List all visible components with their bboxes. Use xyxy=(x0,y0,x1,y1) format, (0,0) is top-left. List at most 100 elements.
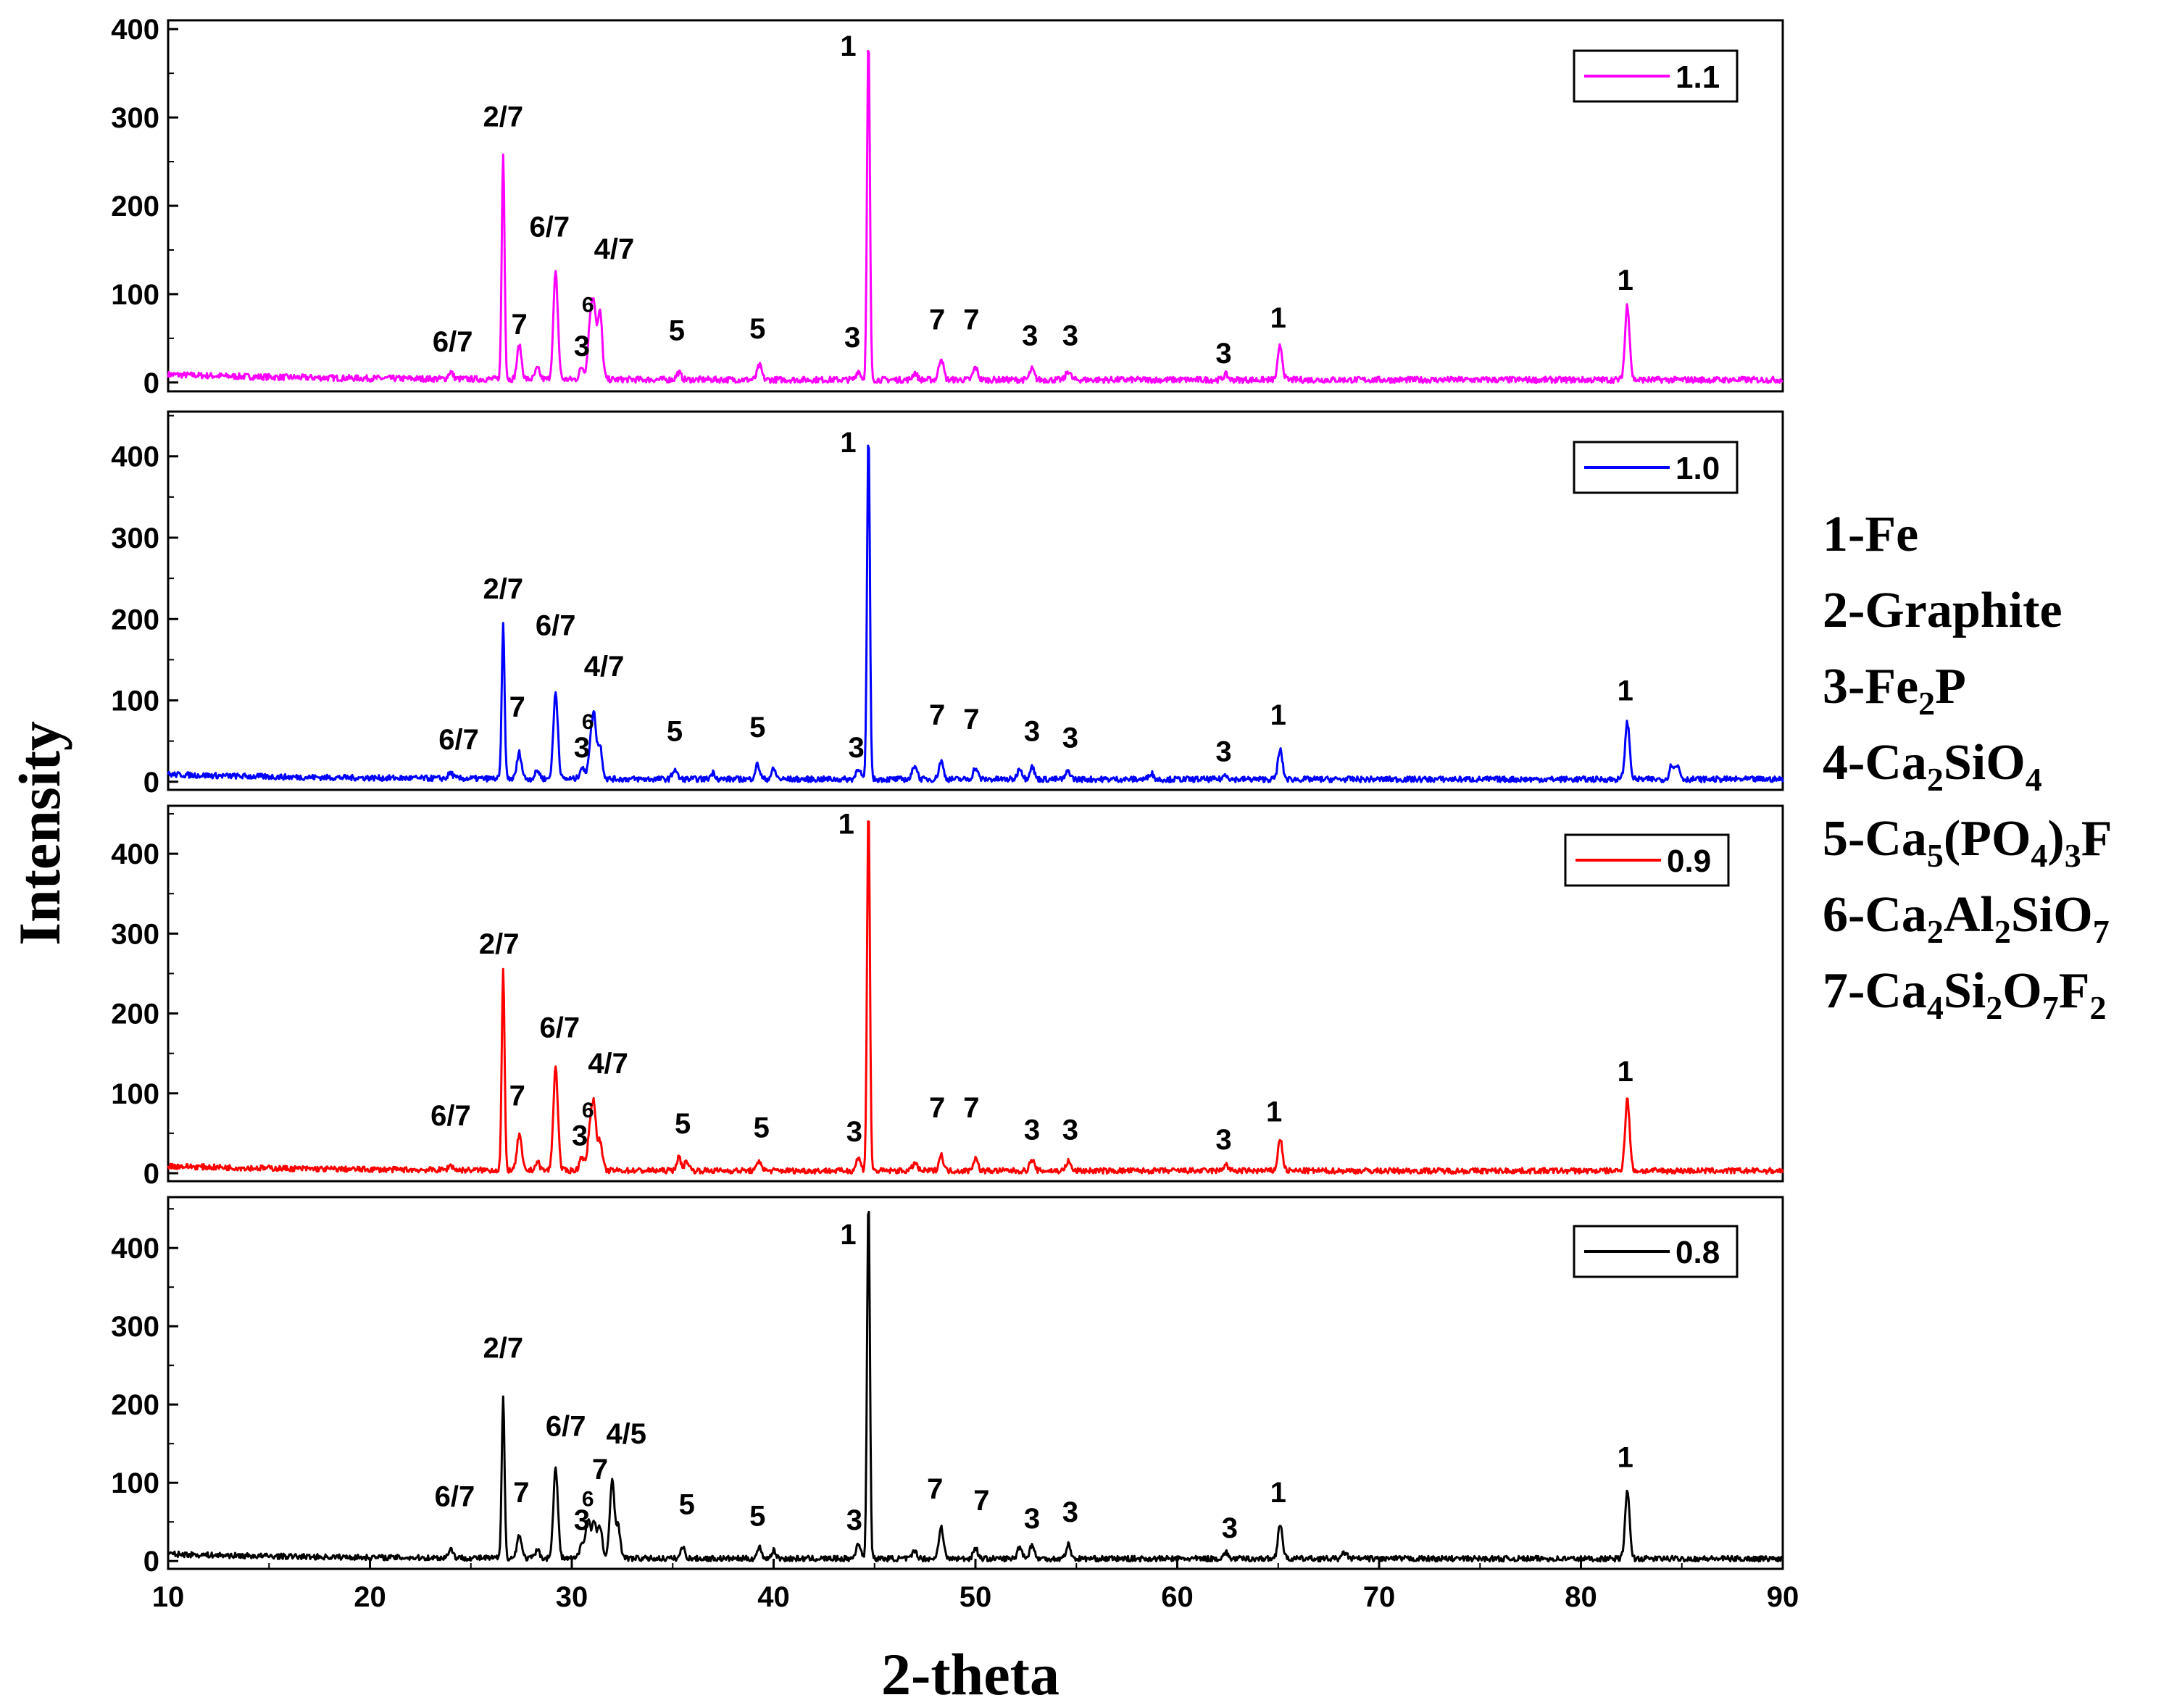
x-tick-label: 70 xyxy=(1363,1581,1396,1613)
peak-label: 3 xyxy=(1062,320,1078,352)
y-tick-label: 0 xyxy=(143,767,159,799)
peak-label: 3 xyxy=(572,1120,588,1151)
peak-label: 5 xyxy=(749,1501,765,1533)
y-tick-label: 0 xyxy=(143,1158,159,1190)
peak-label: 3 xyxy=(844,322,860,354)
peak-label: 1 xyxy=(840,427,856,459)
peak-label: 7 xyxy=(513,1477,529,1509)
x-axis-title: 2-theta xyxy=(881,1641,1060,1707)
peak-label: 1 xyxy=(840,30,856,62)
peak-label: 2/7 xyxy=(479,928,520,960)
peak-label: 7 xyxy=(973,1485,989,1517)
peak-label: 3 xyxy=(849,732,865,764)
peak-label: 3 xyxy=(1215,338,1231,370)
phase-legend-item: 3-Fe2P xyxy=(1823,659,1966,722)
y-tick-label: 300 xyxy=(111,102,159,134)
peak-label: 3 xyxy=(1062,1496,1078,1528)
y-tick-label: 0 xyxy=(143,1546,159,1578)
peak-label: 1 xyxy=(1270,699,1286,731)
peak-label: 7 xyxy=(929,699,945,731)
panel-frame xyxy=(167,804,1784,1183)
peak-label: 5 xyxy=(749,313,765,345)
peak-label: 6 xyxy=(582,1099,594,1122)
legend-label: 1.0 xyxy=(1676,451,1720,486)
peak-label: 3 xyxy=(1215,1124,1231,1156)
series-line-1.0 xyxy=(167,444,1784,783)
x-tick-label: 50 xyxy=(960,1581,992,1613)
legend-label: 0.8 xyxy=(1676,1235,1720,1270)
x-tick-label: 10 xyxy=(152,1581,185,1613)
peak-label: 6 xyxy=(582,1488,594,1512)
peak-label: 7 xyxy=(929,1092,945,1124)
phase-legend-item: 5-Ca5(PO4)3F xyxy=(1823,811,2112,874)
y-tick-label: 200 xyxy=(111,191,159,222)
peak-label: 4/7 xyxy=(584,651,625,683)
series-line-1.1 xyxy=(167,49,1783,384)
peak-label: 6/7 xyxy=(430,1100,471,1132)
peak-label: 7 xyxy=(509,1080,525,1112)
peak-label: 1 xyxy=(838,809,854,841)
y-tick-label: 300 xyxy=(111,918,159,950)
peak-label: 6/7 xyxy=(546,1410,586,1442)
peak-label: 6/7 xyxy=(536,610,576,642)
peak-label: 5 xyxy=(749,712,765,743)
x-tick-label: 80 xyxy=(1565,1581,1597,1613)
series-line-0.8 xyxy=(167,1210,1783,1563)
peak-label: 6/7 xyxy=(530,212,570,243)
peak-label: 6/7 xyxy=(438,724,479,756)
peak-label: 7 xyxy=(592,1454,608,1486)
peak-label: 3 xyxy=(574,330,590,362)
peak-label: 2/7 xyxy=(483,101,524,133)
x-tick-label: 60 xyxy=(1161,1581,1194,1613)
series-line-0.9 xyxy=(167,820,1784,1175)
peak-label: 7 xyxy=(963,304,979,336)
phase-legend: 1-Fe 2-Graphite 3-Fe2P 4-Ca2SiO4 5-Ca5(PO4)3… xyxy=(1823,507,2112,1026)
peak-label: 7 xyxy=(927,1473,943,1505)
peak-label: 2/7 xyxy=(483,573,524,605)
phase-legend-item: 6-Ca2Al2SiO7 xyxy=(1823,887,2110,950)
legend-label: 0.9 xyxy=(1667,843,1711,879)
peak-label: 6/7 xyxy=(435,1481,475,1513)
y-tick-label: 100 xyxy=(111,1467,159,1499)
peak-label: 4/7 xyxy=(594,233,635,265)
peak-label: 4/7 xyxy=(588,1048,628,1080)
y-tick-label: 400 xyxy=(111,838,159,870)
x-tick-label: 20 xyxy=(354,1581,386,1613)
peak-label: 7 xyxy=(509,691,525,723)
peak-label: 6/7 xyxy=(433,326,473,358)
y-tick-label: 200 xyxy=(111,999,159,1030)
phase-legend-item: 2-Graphite xyxy=(1823,583,2062,638)
peak-label: 7 xyxy=(511,309,527,341)
phase-legend-item: 1-Fe xyxy=(1823,507,1918,562)
peak-label: 3 xyxy=(846,1116,862,1148)
peak-label: 3 xyxy=(1024,716,1040,748)
y-tick-label: 100 xyxy=(111,1078,159,1110)
peak-label: 3 xyxy=(1062,722,1078,754)
peak-label: 3 xyxy=(1222,1512,1238,1544)
y-tick-label: 200 xyxy=(111,604,159,636)
peak-label: 3 xyxy=(1024,1503,1040,1535)
y-tick-label: 400 xyxy=(111,14,159,46)
x-tick-label: 90 xyxy=(1767,1581,1799,1613)
peak-label: 1 xyxy=(1266,1096,1282,1128)
peak-label: 7 xyxy=(963,704,979,736)
peak-label: 2/7 xyxy=(483,1332,524,1364)
y-axis-title: Intensity xyxy=(7,721,72,946)
peak-label: 6 xyxy=(582,293,594,317)
y-tick-label: 400 xyxy=(111,441,159,473)
peak-label: 7 xyxy=(963,1092,979,1124)
peak-label: 7 xyxy=(929,304,945,336)
x-axis-ticks: 10 20 30 40 50 60 70 80 90 xyxy=(152,1559,1799,1613)
y-tick-label: 100 xyxy=(111,686,159,717)
y-tick-label: 0 xyxy=(143,367,159,399)
y-tick-label: 300 xyxy=(111,1311,159,1343)
peak-label: 3 xyxy=(1215,736,1231,768)
peak-label: 3 xyxy=(574,1504,590,1536)
peak-label: 3 xyxy=(1024,1115,1040,1146)
peak-label: 4/5 xyxy=(606,1418,646,1450)
phase-legend-item: 7-Ca4Si2O7F2 xyxy=(1823,963,2106,1026)
y-tick-label: 100 xyxy=(111,279,159,311)
